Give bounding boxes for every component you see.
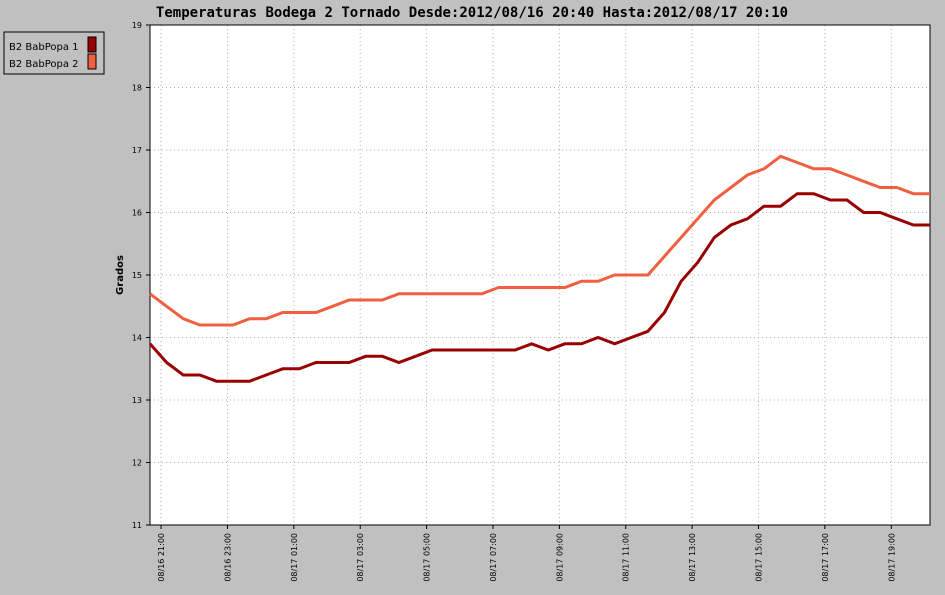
y-tick-label: 14 [132, 334, 142, 343]
x-tick-label: 08/17 03:00 [356, 533, 365, 582]
legend-label: B2 BabPopa 2 [9, 59, 79, 70]
y-tick-label: 16 [132, 209, 142, 218]
x-tick-label: 08/17 09:00 [555, 533, 564, 582]
legend-swatch [87, 53, 97, 70]
x-tick-label: 08/16 21:00 [157, 533, 166, 582]
y-tick-label: 15 [132, 271, 142, 280]
y-tick-label: 17 [132, 146, 142, 155]
x-tick-label: 08/17 01:00 [290, 533, 299, 582]
x-tick-label: 08/17 11:00 [622, 533, 631, 582]
x-tick-label: 08/17 05:00 [423, 533, 432, 582]
y-tick-label: 18 [132, 84, 142, 93]
series-line [149, 154, 930, 327]
x-tick-label: 08/17 15:00 [755, 533, 764, 582]
x-tick-label: 08/17 07:00 [489, 533, 498, 582]
x-tick-label: 08/16 23:00 [223, 533, 232, 582]
x-tick-label: 08/17 13:00 [688, 533, 697, 582]
x-tick-label: 08/17 17:00 [821, 533, 830, 582]
plot-border [149, 24, 931, 526]
legend-label: B2 BabPopa 1 [9, 42, 79, 53]
y-axis-label: Grados [115, 255, 126, 295]
legend-swatch [87, 36, 97, 53]
x-tick-label: 08/17 19:00 [887, 533, 896, 582]
series-line [148, 192, 930, 383]
y-tick-label: 12 [132, 459, 142, 468]
chart-title: Temperaturas Bodega 2 Tornado Desde:2012… [156, 5, 788, 21]
y-tick-label: 13 [132, 396, 142, 405]
y-tick-label: 11 [132, 521, 142, 530]
y-tick-label: 19 [132, 21, 142, 30]
plot-area [150, 25, 930, 525]
legend [3, 31, 105, 75]
